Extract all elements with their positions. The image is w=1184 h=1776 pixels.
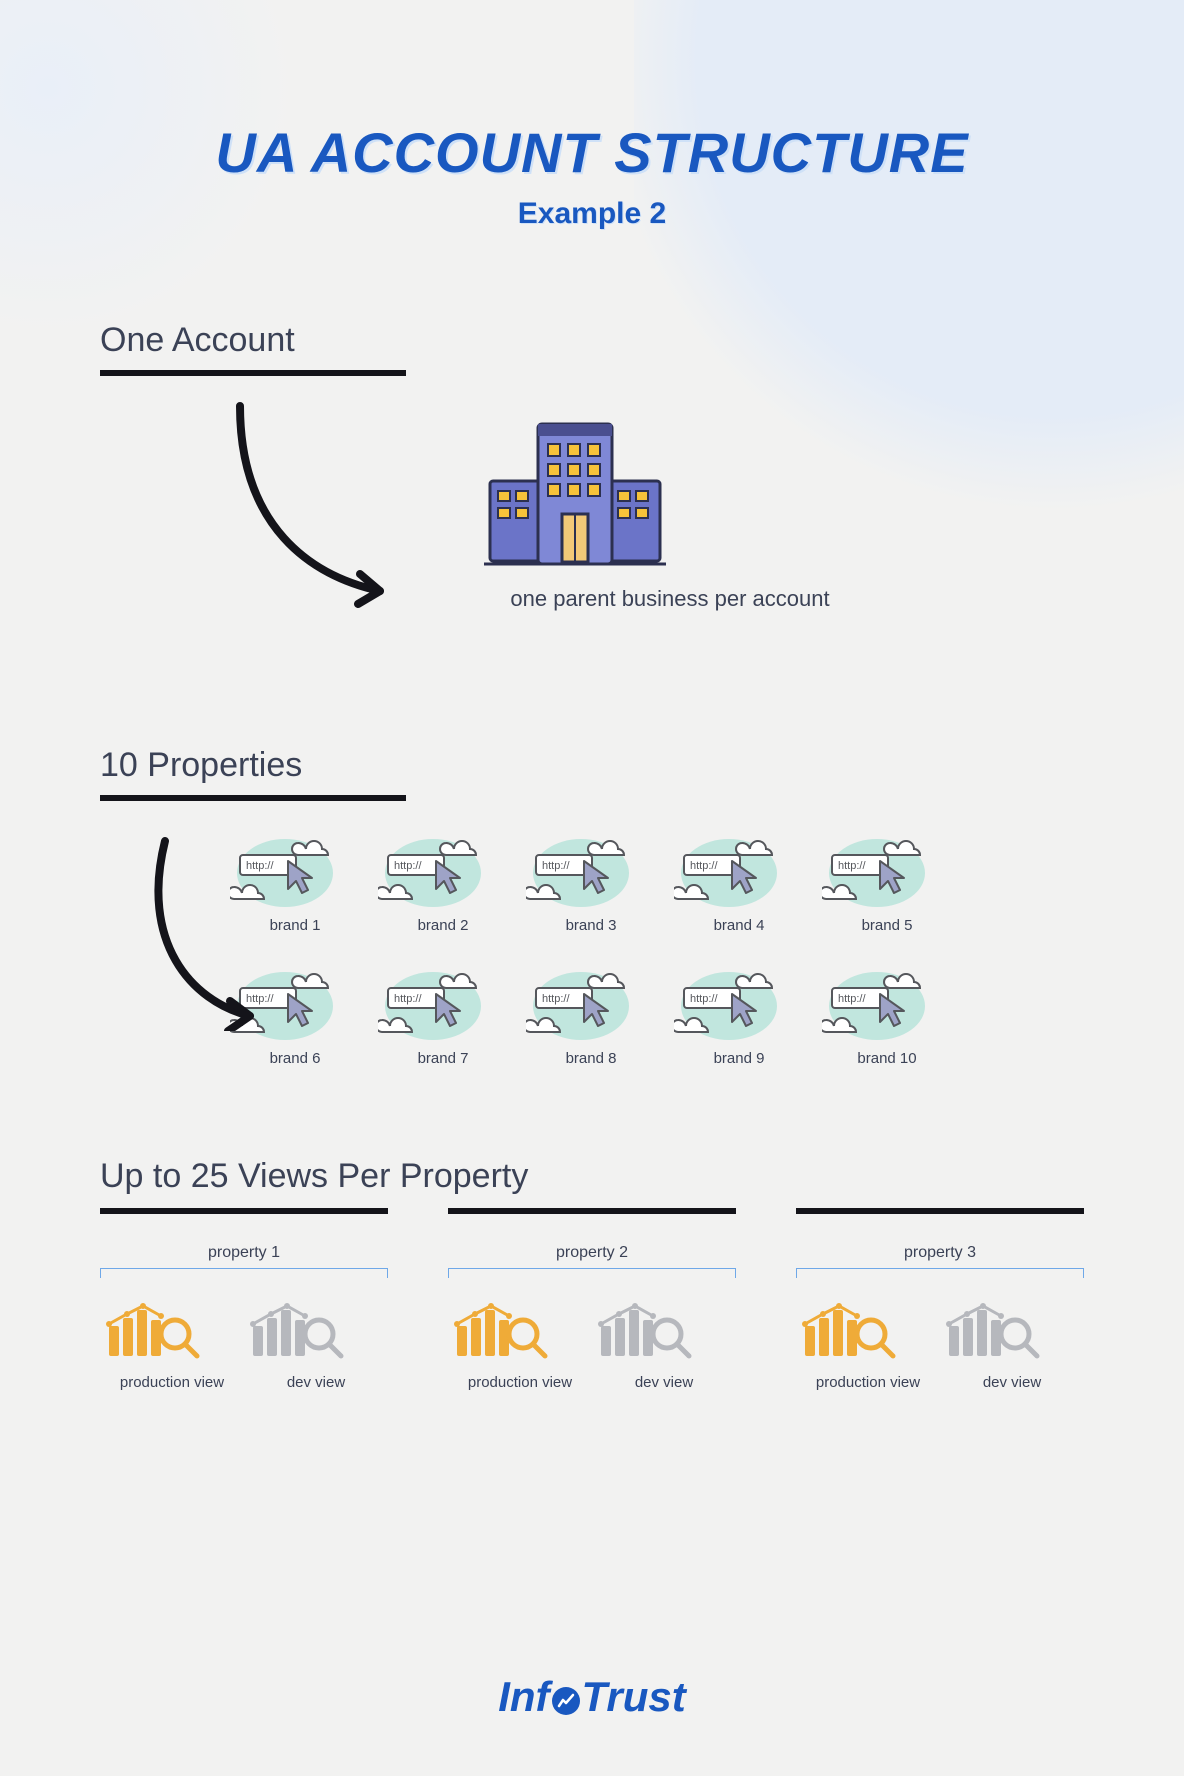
svg-text:http://: http:// bbox=[394, 860, 422, 872]
brand-label: brand 5 bbox=[822, 917, 952, 934]
svg-text:http://: http:// bbox=[690, 993, 718, 1005]
brand-label: brand 8 bbox=[526, 1050, 656, 1067]
property-label: property 3 bbox=[796, 1244, 1084, 1262]
brand-item: http:// brand 10 bbox=[822, 964, 952, 1067]
section-heading: One Account bbox=[100, 321, 1084, 360]
section-rule bbox=[100, 1208, 388, 1214]
dev-view: dev view bbox=[247, 1296, 385, 1391]
property-label: property 1 bbox=[100, 1244, 388, 1262]
svg-text:http://: http:// bbox=[838, 860, 866, 872]
view-label: production view bbox=[451, 1374, 589, 1391]
arrow-icon bbox=[130, 831, 270, 1031]
logo-text-left: Inf bbox=[498, 1673, 549, 1721]
brand-label: brand 6 bbox=[230, 1050, 360, 1067]
section-caption: one parent business per account bbox=[480, 586, 860, 612]
header: UA ACCOUNT STRUCTURE Example 2 bbox=[100, 0, 1084, 231]
footer: Inf Trust bbox=[0, 1673, 1184, 1721]
view-label: dev view bbox=[943, 1374, 1081, 1391]
logo-badge-icon bbox=[552, 1687, 580, 1715]
section-properties: 10 Properties http:// brand 1 bbox=[100, 746, 1084, 1067]
section-heading: 10 Properties bbox=[100, 746, 1084, 785]
brand-item: http:// brand 7 bbox=[378, 964, 508, 1067]
property-column: property 2 production view bbox=[448, 1244, 736, 1391]
view-label: production view bbox=[799, 1374, 937, 1391]
brand-label: brand 3 bbox=[526, 917, 656, 934]
dev-view: dev view bbox=[595, 1296, 733, 1391]
brand-label: brand 9 bbox=[674, 1050, 804, 1067]
brand-item: http:// brand 5 bbox=[822, 831, 952, 934]
view-label: production view bbox=[103, 1374, 241, 1391]
section-views: Up to 25 Views Per Property property 1 p… bbox=[100, 1157, 1084, 1391]
arrow-icon bbox=[210, 396, 410, 616]
brand-label: brand 4 bbox=[674, 917, 804, 934]
view-label: dev view bbox=[595, 1374, 733, 1391]
page-subtitle: Example 2 bbox=[100, 197, 1084, 231]
production-view: production view bbox=[451, 1296, 589, 1391]
section-heading: Up to 25 Views Per Property bbox=[100, 1157, 1084, 1196]
section-rule bbox=[796, 1208, 1084, 1214]
brand-item: http:// brand 3 bbox=[526, 831, 656, 934]
production-view: production view bbox=[103, 1296, 241, 1391]
brand-item: http:// brand 4 bbox=[674, 831, 804, 934]
brand-item: http:// brand 2 bbox=[378, 831, 508, 934]
dev-view: dev view bbox=[943, 1296, 1081, 1391]
brand-label: brand 10 bbox=[822, 1050, 952, 1067]
view-label: dev view bbox=[247, 1374, 385, 1391]
svg-text:http://: http:// bbox=[542, 993, 570, 1005]
logo: Inf Trust bbox=[498, 1673, 686, 1721]
property-brace bbox=[796, 1268, 1084, 1278]
svg-text:http://: http:// bbox=[542, 860, 570, 872]
brand-item: http:// brand 9 bbox=[674, 964, 804, 1067]
section-rule bbox=[448, 1208, 736, 1214]
brand-label: brand 2 bbox=[378, 917, 508, 934]
svg-text:http://: http:// bbox=[690, 860, 718, 872]
brand-label: brand 7 bbox=[378, 1050, 508, 1067]
property-column: property 1 production view bbox=[100, 1244, 388, 1391]
logo-text-right: Trust bbox=[582, 1673, 686, 1721]
property-brace bbox=[448, 1268, 736, 1278]
property-column: property 3 production view bbox=[796, 1244, 1084, 1391]
section-one-account: One Account bbox=[100, 321, 1084, 656]
property-label: property 2 bbox=[448, 1244, 736, 1262]
svg-text:http://: http:// bbox=[394, 993, 422, 1005]
brand-item: http:// brand 8 bbox=[526, 964, 656, 1067]
building-icon bbox=[480, 406, 670, 576]
svg-text:http://: http:// bbox=[838, 993, 866, 1005]
property-brace bbox=[100, 1268, 388, 1278]
production-view: production view bbox=[799, 1296, 937, 1391]
page-title: UA ACCOUNT STRUCTURE bbox=[100, 120, 1084, 185]
